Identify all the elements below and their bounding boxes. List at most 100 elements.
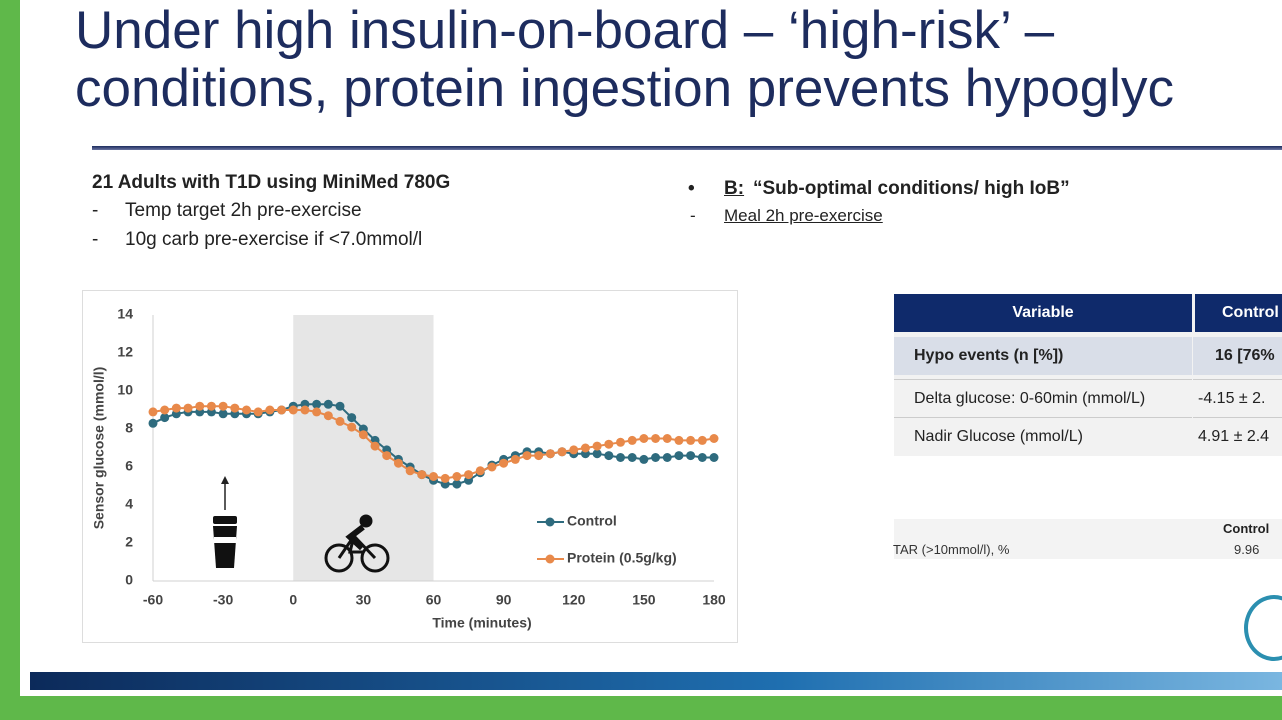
data-point [288, 405, 298, 415]
data-point [616, 453, 625, 462]
y-tick-label: 14 [117, 306, 133, 322]
x-tick-label: 0 [289, 592, 297, 608]
dash: - [690, 206, 696, 225]
data-point [347, 413, 357, 423]
data-point [440, 473, 450, 483]
data-point [323, 411, 333, 421]
block-heading: “Sub-optimal conditions/ high IoB” [753, 178, 1070, 199]
data-point [686, 435, 696, 445]
data-point [569, 445, 579, 455]
table-cell: 4.91 ± 2.4 [1193, 417, 1282, 455]
tar-label: TAR (>10mmol/l), % [893, 542, 1010, 557]
legend-label: Protein (0.5g/kg) [567, 550, 677, 566]
data-point [686, 451, 696, 461]
block-item: Meal 2h pre-exercise [724, 206, 883, 225]
data-point [160, 413, 170, 423]
title-line: Under high insulin-on-board – ‘high-risk… [75, 1, 1055, 60]
data-point [651, 434, 661, 443]
data-point [674, 435, 684, 445]
data-point [709, 453, 719, 462]
legend-marker [545, 554, 555, 564]
data-point [160, 405, 170, 415]
data-point [592, 449, 602, 459]
footer-bar [30, 672, 1282, 690]
data-point [510, 454, 520, 464]
plot: 0 2 4 6 8 10 12 14 -60 -30 0 30 60 90 120 150 180 Control… [117, 306, 725, 608]
x-tick-label: 150 [632, 592, 656, 608]
data-point [697, 435, 707, 445]
data-point [639, 434, 649, 443]
data-point [218, 409, 228, 419]
data-point [382, 451, 392, 461]
data-point [370, 441, 380, 451]
data-point [195, 401, 205, 411]
y-tick-label: 12 [117, 344, 133, 360]
data-point [312, 399, 322, 409]
data-point [604, 451, 614, 461]
dash: - [92, 229, 99, 250]
data-point [242, 405, 251, 415]
block-item: Temp target 2h pre-exercise [125, 200, 362, 221]
table-cell: Delta glucose: 0-60min (mmol/L) [894, 379, 1192, 417]
data-point [651, 453, 661, 462]
data-point [592, 441, 602, 451]
data-point [452, 472, 462, 481]
y-tick-label: 10 [117, 382, 133, 398]
data-point [312, 407, 322, 417]
data-point [335, 416, 345, 426]
table: Variable Control Hypo events (n [%]) 16 … [894, 294, 1282, 456]
data-point [557, 447, 567, 457]
data-point [417, 470, 427, 480]
x-tick-label: 60 [426, 592, 442, 608]
dash: - [92, 200, 99, 221]
data-point [522, 451, 532, 461]
data-point [475, 466, 485, 476]
data-point [183, 403, 193, 413]
x-tick-label: -30 [213, 592, 233, 608]
x-tick-label: 90 [496, 592, 512, 608]
data-point [545, 449, 555, 459]
logo [1244, 595, 1282, 661]
data-point [358, 430, 368, 440]
tar-header: Control [1223, 521, 1270, 536]
data-point [335, 401, 345, 411]
drink-icon [213, 476, 237, 568]
data-point [429, 472, 438, 481]
data-point [148, 418, 158, 428]
block-item: 10g carb pre-exercise if <7.0mmol/l [125, 229, 423, 250]
data-point [300, 405, 310, 415]
data-point [627, 453, 637, 462]
y-tick-label: 6 [125, 458, 133, 474]
data-point [487, 462, 497, 472]
rule [92, 146, 1282, 150]
bullet: • [688, 178, 695, 199]
data-point [323, 399, 333, 409]
data-point [534, 451, 544, 461]
table-header: Variable [894, 294, 1192, 332]
tar-value: 9.96 [1234, 542, 1260, 557]
title-line: conditions, protein ingestion prevents h… [75, 59, 1174, 118]
data-point [171, 403, 181, 413]
data-point [265, 405, 275, 415]
block-heading: 21 Adults with T1D using MiniMed 780G [92, 172, 451, 193]
data-point [604, 439, 614, 449]
data-point [218, 401, 228, 411]
data-point [709, 434, 719, 443]
cyclist-icon [324, 514, 390, 573]
data-point [627, 435, 637, 445]
data-point [580, 443, 590, 453]
table-cell: Hypo events (n [%]) [894, 337, 1192, 375]
table-header: Control [1195, 294, 1282, 332]
table-cell: -4.15 ± 2. [1193, 379, 1282, 417]
chart: 0 2 4 6 8 10 12 14 -60 -30 0 30 60 90 120 150 180 Control… [82, 290, 738, 643]
data-point [616, 437, 625, 447]
y-tick-label: 8 [125, 420, 133, 436]
data-point [464, 470, 474, 480]
table-cell: Nadir Glucose (mmol/L) [894, 417, 1192, 455]
data-point [277, 405, 287, 415]
x-tick-label: -60 [143, 592, 163, 608]
data-point [662, 453, 672, 462]
data-point [206, 401, 216, 411]
legend-marker [545, 517, 555, 527]
